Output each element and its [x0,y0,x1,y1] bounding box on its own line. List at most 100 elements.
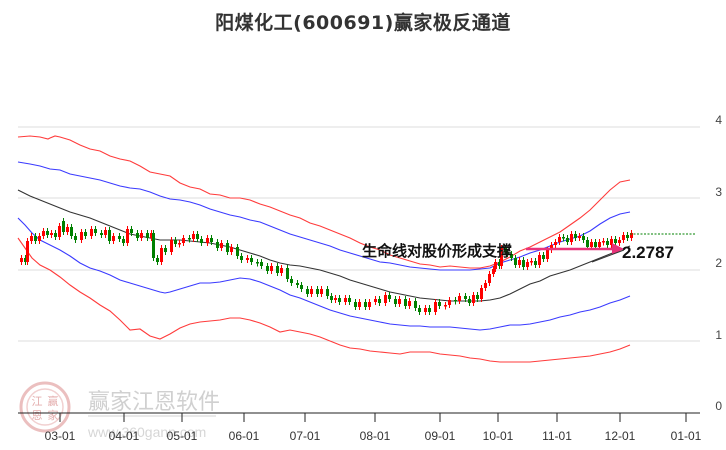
candle-body [506,252,509,254]
arrow-icon [526,243,624,255]
candle-body [160,248,163,262]
candle-body [484,283,487,288]
candle-body [448,300,451,305]
candle-body [266,266,269,271]
watermark: 江 赢 恩 家 赢家江恩软件 www.360gann.com [19,381,220,440]
candle-body [240,256,243,260]
candle-body [156,258,159,262]
candle-body [444,305,447,307]
seal-icon [19,381,71,433]
candle-body [468,299,471,303]
candle-body [610,239,613,245]
candle-body [20,258,23,262]
candle-body [320,289,323,294]
candle-body [364,302,367,307]
candle-body [518,260,521,265]
y-tick-label: 0 [715,399,722,413]
candle-body [538,255,541,265]
candle-body [500,248,503,266]
candle-body [578,236,581,238]
candle-body [334,298,337,300]
candle-body [146,233,149,238]
x-tick-label: 04-01 [109,429,140,443]
candle-body [374,299,377,302]
candle-body [418,308,421,312]
seal-char: 江 [32,395,43,408]
candle-body [70,227,73,236]
upper-inner-band-line [17,161,631,271]
candle-body [270,266,273,271]
y-tick-label: 2 [715,256,722,270]
candle-body [594,242,597,247]
candle-body [286,268,289,279]
candle-body [94,229,97,233]
y-axis: 4 3 2 1 0 [715,113,722,413]
life-line [17,189,631,302]
candle-body [26,241,29,262]
candle-body [358,302,361,307]
candle-body [428,308,431,312]
candle-body [488,274,491,283]
chart-title: 阳煤化工(600691)赢家极反通道 [215,12,511,34]
candle-body [622,235,625,240]
x-tick-label: 06-01 [229,429,260,443]
x-axis: 03-01 04-01 05-01 06-01 07-01 08-01 09-0… [18,412,702,443]
candle-body [570,234,573,242]
candle-body [438,302,441,306]
x-tick-label: 05-01 [167,429,198,443]
x-tick-label: 11-01 [542,429,572,443]
candle-body [590,242,593,247]
candle-body [348,298,351,302]
candle-body [112,236,115,241]
candle-body [398,299,401,304]
candle-body [598,242,601,247]
candle-body [246,258,249,260]
candle-body [330,296,333,300]
seal-char: 恩 [32,409,43,422]
candle-body [150,233,153,238]
seal-char: 家 [48,408,59,422]
candle-body [188,238,191,240]
candle-body [562,237,565,239]
x-tick-label: 09-01 [425,429,456,443]
candle-body [554,242,557,245]
candle-body [54,233,57,237]
watermark-brand: 赢家江恩软件 [88,390,220,415]
candle-body [24,258,27,262]
candle-body [216,242,219,248]
lower-outer-band-line [17,237,631,363]
candle-body [260,262,263,266]
candle-body [326,289,329,296]
candle-body [498,262,501,266]
candle-body [100,233,103,235]
x-tick-label: 07-01 [290,429,321,443]
candle-body [66,227,69,232]
candle-body [480,288,483,299]
candle-body [618,240,621,243]
candle-body [250,258,253,262]
candle-body [34,236,37,241]
candle-body [566,238,569,242]
candle-body [62,221,65,232]
candle-body [182,238,185,243]
x-tick-label: 01-01 [671,429,702,443]
candle-body [534,261,537,265]
candle-body [316,289,319,294]
candle-body [30,236,33,241]
candle-body [90,229,93,236]
pointer-line [591,249,625,263]
candle-body [458,296,461,301]
candle-body [136,233,139,238]
candle-body [152,233,155,258]
candle-body [290,279,293,283]
candle-body [108,230,111,241]
candle-body [434,302,437,312]
candle-body [626,235,629,238]
candle-body [494,262,497,269]
candle-body [210,238,213,242]
watermark-url: www.360gann.com [87,424,206,440]
gridlines [18,126,700,342]
candle-body [84,232,87,236]
candle-body [344,298,347,302]
candle-body [206,238,209,243]
